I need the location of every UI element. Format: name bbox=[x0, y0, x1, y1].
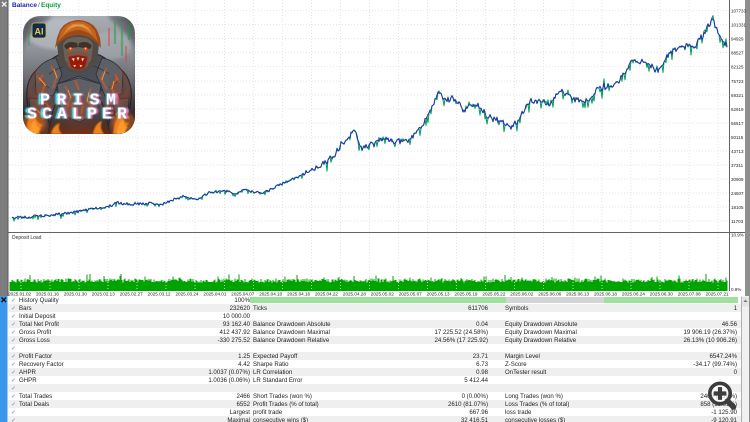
svg-text:2025.04.16: 2025.04.16 bbox=[287, 292, 310, 297]
svg-text:62919: 62919 bbox=[731, 107, 744, 112]
svg-text:101331: 101331 bbox=[731, 23, 747, 28]
svg-text:PRISM: PRISM bbox=[41, 91, 119, 110]
svg-text:2025.06.18: 2025.06.18 bbox=[594, 292, 617, 297]
svg-text:43713: 43713 bbox=[731, 149, 744, 154]
svg-text:2025.02.27: 2025.02.27 bbox=[120, 292, 143, 297]
svg-text:2025.04.01: 2025.04.01 bbox=[203, 292, 226, 297]
svg-text:37311: 37311 bbox=[731, 163, 744, 168]
svg-text:2025.04.10: 2025.04.10 bbox=[259, 292, 282, 297]
svg-text:94929: 94929 bbox=[731, 37, 744, 42]
svg-text:0.9%: 0.9% bbox=[731, 287, 741, 292]
svg-text:2025.05.19: 2025.05.19 bbox=[455, 292, 478, 297]
svg-text:30909: 30909 bbox=[731, 177, 744, 182]
svg-text:PRISM: PRISM bbox=[40, 90, 116, 109]
svg-text:2025.06.06: 2025.06.06 bbox=[538, 292, 561, 297]
svg-text:Balance: Balance bbox=[12, 2, 37, 9]
svg-text:2025.01.02: 2025.01.02 bbox=[8, 292, 31, 297]
svg-text:2025.04.28: 2025.04.28 bbox=[343, 292, 366, 297]
svg-text:2025.07.21: 2025.07.21 bbox=[706, 292, 729, 297]
svg-text:/: / bbox=[38, 2, 40, 9]
svg-text:75723: 75723 bbox=[731, 79, 744, 84]
svg-text:2025.07.08: 2025.07.08 bbox=[678, 292, 701, 297]
svg-text:PRISM: PRISM bbox=[37, 91, 115, 110]
svg-text:2025.03.12: 2025.03.12 bbox=[148, 292, 171, 297]
svg-text:2025.06.24: 2025.06.24 bbox=[622, 292, 645, 297]
svg-text:2025.06.02: 2025.06.02 bbox=[510, 292, 533, 297]
svg-text:2025.04.07: 2025.04.07 bbox=[231, 292, 254, 297]
svg-text:2025.05.07: 2025.05.07 bbox=[399, 292, 422, 297]
svg-text:2025.02.13: 2025.02.13 bbox=[92, 292, 115, 297]
svg-text:88527: 88527 bbox=[731, 51, 744, 56]
svg-text:2025.04.22: 2025.04.22 bbox=[315, 292, 338, 297]
svg-text:2025.03.24: 2025.03.24 bbox=[176, 292, 199, 297]
svg-text:2025.05.22: 2025.05.22 bbox=[482, 292, 505, 297]
svg-text:2025.06.30: 2025.06.30 bbox=[650, 292, 673, 297]
svg-text:24507: 24507 bbox=[731, 191, 744, 196]
svg-text:AI: AI bbox=[35, 27, 44, 37]
svg-text:69321: 69321 bbox=[731, 93, 744, 98]
svg-text:56517: 56517 bbox=[731, 121, 744, 126]
svg-text:2025.01.30: 2025.01.30 bbox=[64, 292, 87, 297]
svg-text:11703: 11703 bbox=[731, 219, 744, 224]
svg-text:2025.05.13: 2025.05.13 bbox=[427, 292, 450, 297]
svg-text:Deposit Load: Deposit Load bbox=[12, 235, 42, 241]
svg-text:50115: 50115 bbox=[731, 135, 744, 140]
svg-text:10.9%: 10.9% bbox=[731, 233, 744, 238]
svg-text:2025.01.16: 2025.01.16 bbox=[36, 292, 59, 297]
svg-text:Equity: Equity bbox=[41, 2, 61, 9]
svg-text:82125: 82125 bbox=[731, 65, 744, 70]
svg-text:2025.06.13: 2025.06.13 bbox=[566, 292, 589, 297]
svg-text:2025.05.02: 2025.05.02 bbox=[371, 292, 394, 297]
svg-text:107733: 107733 bbox=[731, 9, 747, 14]
svg-text:18105: 18105 bbox=[731, 205, 744, 210]
